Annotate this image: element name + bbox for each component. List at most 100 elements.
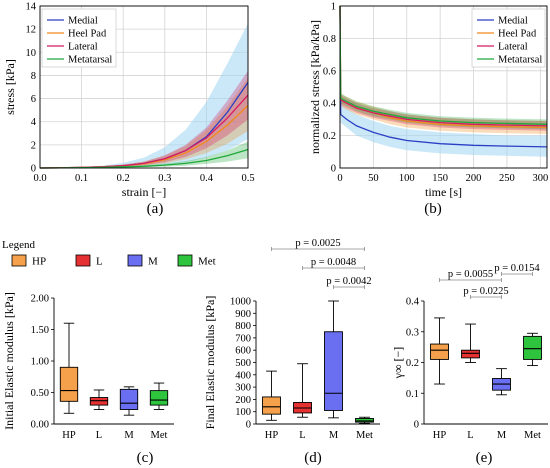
legend-label: Metatarsal [68, 55, 112, 66]
series-band-heel-pad [40, 77, 248, 168]
y-tick-label: 0.4 [406, 297, 420, 308]
p-value-label: p = 0.0042 [326, 276, 371, 287]
x-tick-label: L [96, 430, 102, 441]
legend-swatch-l [75, 254, 91, 267]
legend-swatch-hp [11, 254, 27, 267]
y-tick-label: 0.6 [323, 66, 336, 77]
y-tick-label: 900 [235, 309, 251, 320]
series-line-lateral [339, 5, 548, 127]
legend-label-hp: HP [32, 256, 46, 268]
p-value-label: p = 0.0055 [448, 269, 493, 280]
box-met [523, 335, 542, 360]
box-l [461, 349, 480, 359]
panel-label-c: (c) [137, 450, 154, 466]
y-tick-label: 1.00 [31, 357, 49, 368]
y-tick-label: 0.2 [406, 358, 419, 369]
x-tick-label: M [124, 430, 134, 441]
x-tick-label: 0.0 [33, 173, 46, 184]
x-tick-label: Met [151, 430, 168, 441]
plot-frame [39, 5, 249, 169]
y-tick-label: 500 [235, 358, 251, 369]
series-line-metatarsal [339, 5, 548, 125]
y-tick-label: 800 [235, 321, 251, 332]
y-tick-label: 12 [26, 25, 37, 36]
y-tick-label: 1.50 [31, 325, 49, 336]
y-tick-label: 1000 [230, 297, 251, 308]
x-axis-label: strain [−] [122, 185, 166, 199]
y-tick-label: 300 [235, 383, 251, 394]
legend-label-l: L [96, 256, 103, 268]
y-tick-label: 2 [31, 140, 36, 151]
p-value-label: p = 0.0225 [463, 286, 508, 297]
box-met [355, 418, 374, 423]
x-tick-label: Met [356, 430, 373, 441]
y-axis-label: Final Elastic modulus [kPa] [203, 296, 217, 430]
panel-b: 0 50 100 150 200 250 300 0 0.2 0.4 0.6 0.8 1 time [s]… [308, 2, 548, 200]
x-tick-label: HP [265, 430, 279, 441]
y-tick-label: 700 [235, 333, 251, 344]
legend-box: Legend HP L M Met [2, 239, 216, 268]
plot-frame [339, 5, 548, 169]
y-axis-label: γ∞ [−] [391, 347, 405, 380]
y-tick-label: 1 [331, 2, 336, 13]
x-tick-label: 150 [432, 173, 448, 184]
y-tick-label: 10 [26, 48, 37, 59]
x-tick-label: 0.3 [158, 173, 171, 184]
legend-title: Legend [2, 239, 35, 251]
y-tick-label: 0.4 [323, 99, 337, 110]
panel-a: 0.0 0.1 0.2 0.3 0.4 0.5 0 2 4 6 8 10 12 14 strain [−] s… [3, 2, 255, 200]
y-tick-label: 8 [31, 71, 36, 82]
y-tick-label: 0.8 [323, 34, 336, 45]
x-tick-label: 0 [337, 173, 342, 184]
p-value-label: p = 0.0154 [494, 263, 540, 274]
y-tick-label: 600 [235, 346, 251, 357]
x-axis-label: time [s] [425, 185, 462, 199]
x-tick-label: 0.4 [200, 173, 214, 184]
panel-label-b: (b) [424, 201, 442, 217]
y-tick-label: 400 [235, 370, 251, 381]
panel-label-e: (e) [476, 450, 493, 466]
legend-label: Lateral [68, 42, 98, 53]
legend-label: Metatarsal [498, 55, 542, 66]
y-tick-label: 0.2 [323, 131, 336, 142]
y-axis-label: stress [kPa] [3, 59, 17, 115]
y-tick-label: 0.3 [406, 327, 419, 338]
box-met [149, 390, 169, 406]
y-tick-label: 100 [235, 407, 251, 418]
y-tick-label: 200 [235, 395, 251, 406]
series-band-medial [340, 6, 547, 157]
legend-frame [41, 8, 117, 68]
x-tick-label: 50 [368, 173, 379, 184]
x-tick-label: 300 [532, 173, 548, 184]
y-axis-label: normalized stress [kPa/kPa] [308, 20, 322, 154]
x-tick-label: M [329, 430, 339, 441]
legend-label-met: Met [198, 256, 216, 268]
legend-label: Heel Pad [498, 29, 537, 40]
panel-label-d: (d) [304, 450, 322, 466]
x-tick-label: 250 [499, 173, 515, 184]
y-tick-label: 0.50 [31, 388, 49, 399]
y-tick-label: 0.00 [31, 420, 49, 431]
box-l [89, 397, 109, 406]
legend-label: Heel Pad [68, 29, 107, 40]
x-tick-label: HP [433, 430, 447, 441]
x-tick-label: 0.2 [117, 173, 130, 184]
p-value-label: p = 0.0025 [295, 238, 340, 249]
y-tick-label: 4 [31, 117, 37, 128]
x-tick-label: Met [524, 430, 541, 441]
panel-c: 0.00 0.50 1.00 1.50 2.00 HP L M Met Initial Elast… [2, 292, 174, 441]
box-m [324, 331, 343, 411]
x-tick-label: L [299, 430, 305, 441]
legend-label: Medial [498, 16, 528, 27]
legend-label-m: M [148, 256, 158, 268]
legend-frame [471, 8, 546, 68]
y-tick-label: 2.00 [31, 294, 49, 305]
y-axis-label: Initial Elastic modulus [kPa] [2, 292, 16, 430]
y-tick-label: 0 [246, 420, 251, 431]
x-tick-label: L [467, 430, 473, 441]
x-tick-label: 200 [466, 173, 482, 184]
box-hp [59, 366, 79, 402]
